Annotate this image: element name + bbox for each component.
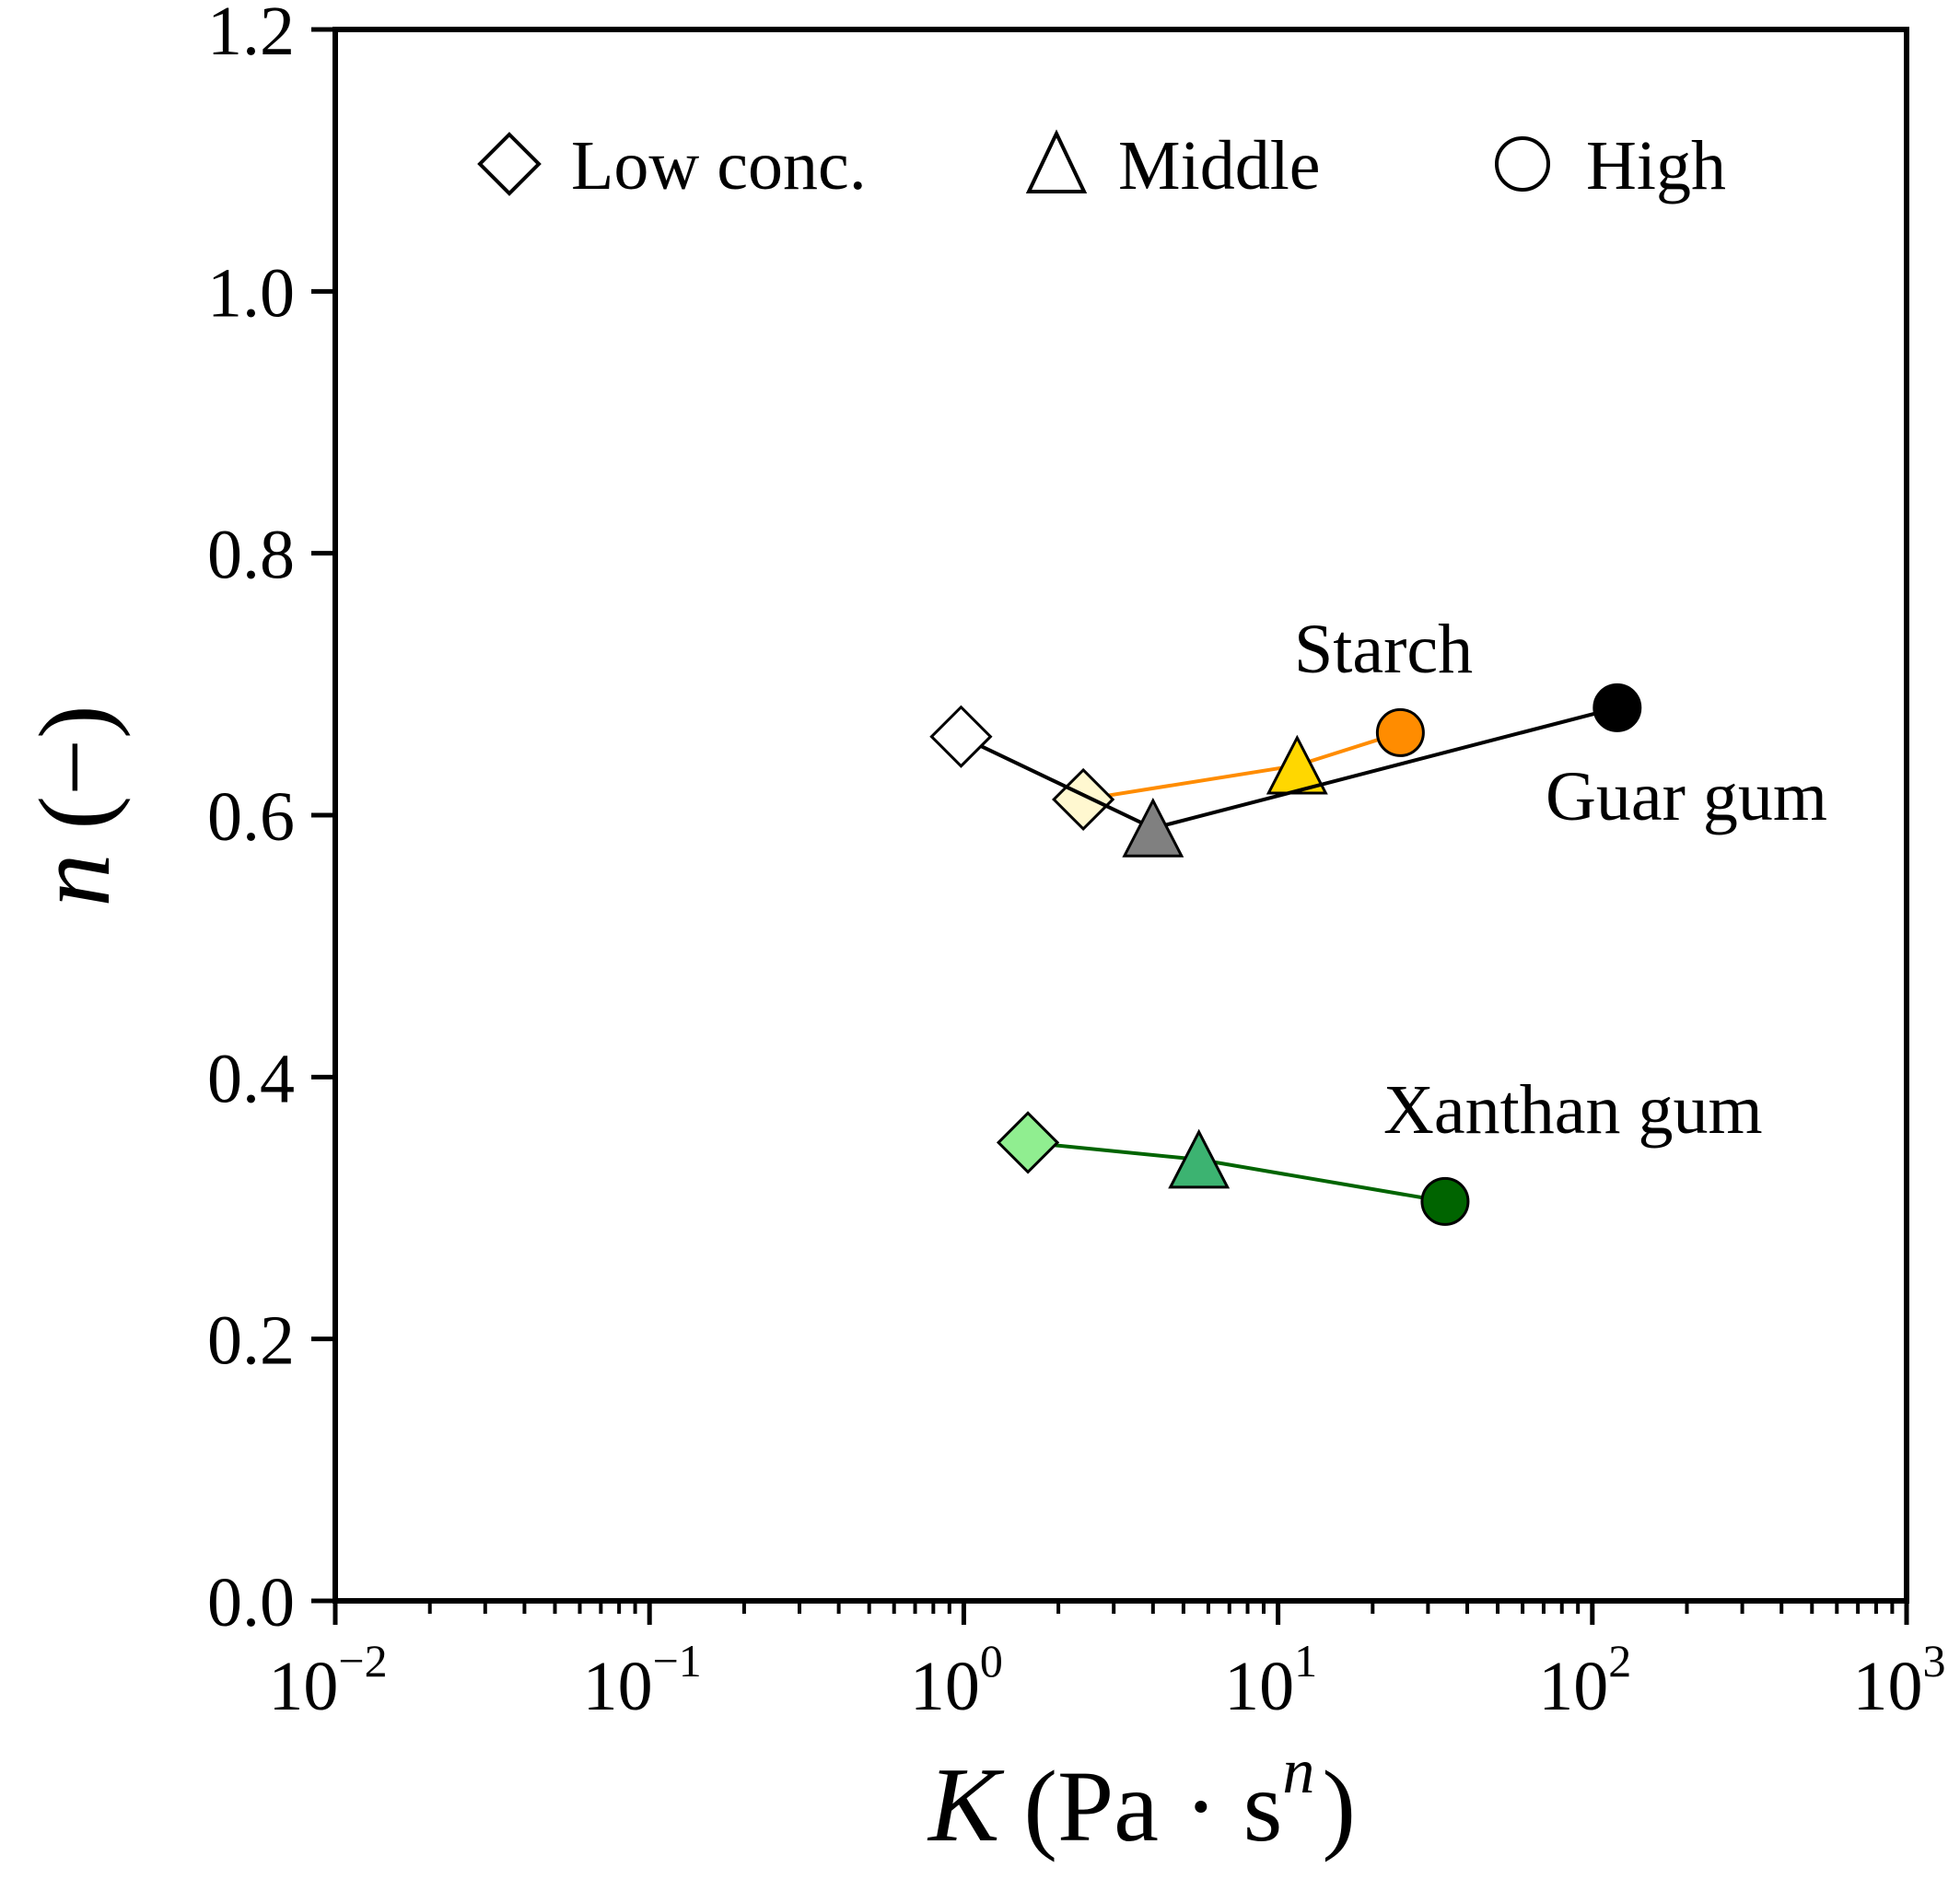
y-tick-label: 1.2 (207, 0, 295, 70)
legend-triangle-marker (1025, 129, 1088, 193)
y-axis-label: n (−) (15, 705, 133, 906)
data-point-circle (1592, 683, 1642, 732)
x-tick-label: 101 (1224, 1635, 1317, 1725)
series-xanthan-gum (996, 1111, 1470, 1226)
data-point-circle (1375, 707, 1425, 757)
y-tick-label: 0.8 (207, 517, 295, 594)
y-tick-label: 0.6 (207, 778, 295, 856)
x-tick-base: 10 (1224, 1648, 1294, 1725)
legend-label-middle: Middle (1118, 127, 1321, 204)
legend-item-middle: Middle (1025, 127, 1321, 204)
x-axis-label-exponent: n (1282, 1736, 1314, 1807)
series-line-xanthan-gum (1027, 1140, 1446, 1204)
x-axis-label: K (Pa · sn) (927, 1736, 1356, 1864)
y-tick-label: 0.2 (207, 1302, 295, 1380)
annotation-xanthan-gum: Xanthan gum (1383, 1071, 1763, 1149)
data-point-triangle (1122, 797, 1184, 858)
data-point-triangle (1168, 1128, 1231, 1189)
svg-text:K(Pa · sn): K (Pa · sn) (927, 1736, 1356, 1864)
x-axis-label-unit: Pa · s (1057, 1750, 1282, 1862)
series-layer (929, 683, 1642, 1226)
x-tick-label: 10−2 (268, 1635, 387, 1725)
y-axis-ticks: 0.0 0.2 0.4 0.6 0.8 1.0 1.2 (207, 0, 335, 1641)
y-axis-label-unit: (−) (18, 705, 131, 829)
legend-label-high: High (1586, 127, 1726, 204)
x-tick-base: 10 (910, 1648, 980, 1725)
x-tick-exponent: −1 (653, 1635, 702, 1687)
legend-item-high: High (1495, 127, 1726, 204)
x-tick-label: 10−1 (583, 1635, 702, 1725)
x-tick-label: 100 (910, 1635, 1003, 1725)
y-axis-label-symbol: n (15, 854, 133, 907)
x-tick-base: 10 (1538, 1648, 1608, 1725)
x-axis-ticks: 10−2 10−1 100 101 102 103 (268, 1601, 1946, 1725)
legend-circle-marker (1495, 136, 1550, 192)
x-axis-label-close: ) (1322, 1750, 1356, 1862)
x-tick-exponent: 3 (1923, 1635, 1946, 1687)
annotation-guar-gum: Guar gum (1546, 758, 1827, 835)
data-point-diamond (929, 705, 993, 768)
x-tick-label: 103 (1853, 1635, 1946, 1725)
annotations: Starch Guar gum Xanthan gum (1294, 611, 1827, 1149)
y-tick-label: 1.0 (207, 254, 295, 332)
x-tick-exponent: 1 (1294, 1635, 1317, 1687)
x-tick-exponent: 0 (980, 1635, 1003, 1687)
series-starch (1052, 707, 1425, 832)
annotation-starch: Starch (1294, 611, 1473, 688)
x-tick-base: 10 (268, 1648, 338, 1725)
x-tick-exponent: 2 (1608, 1635, 1631, 1687)
data-point-circle (1420, 1176, 1470, 1226)
data-point-diamond (1052, 767, 1115, 832)
legend: Low conc. Middle High (477, 127, 1726, 204)
series-guar-gum (929, 683, 1642, 858)
legend-label-low: Low conc. (571, 127, 867, 204)
series-line-starch (1082, 730, 1401, 801)
y-tick-label: 0.0 (207, 1564, 295, 1641)
data-point-diamond (996, 1111, 1060, 1174)
x-tick-base: 10 (1853, 1648, 1923, 1725)
x-axis-label-open: ( (1023, 1750, 1057, 1862)
legend-diamond-marker (477, 132, 542, 196)
x-tick-base: 10 (583, 1648, 653, 1725)
svg-text:n(−): n (−) (15, 705, 133, 906)
y-tick-label: 0.4 (207, 1040, 295, 1117)
x-tick-exponent: −2 (338, 1635, 387, 1687)
x-tick-label: 102 (1538, 1635, 1631, 1725)
x-axis-label-symbol: K (927, 1746, 1005, 1864)
data-point-triangle (1266, 734, 1328, 795)
legend-item-low: Low conc. (477, 127, 867, 204)
